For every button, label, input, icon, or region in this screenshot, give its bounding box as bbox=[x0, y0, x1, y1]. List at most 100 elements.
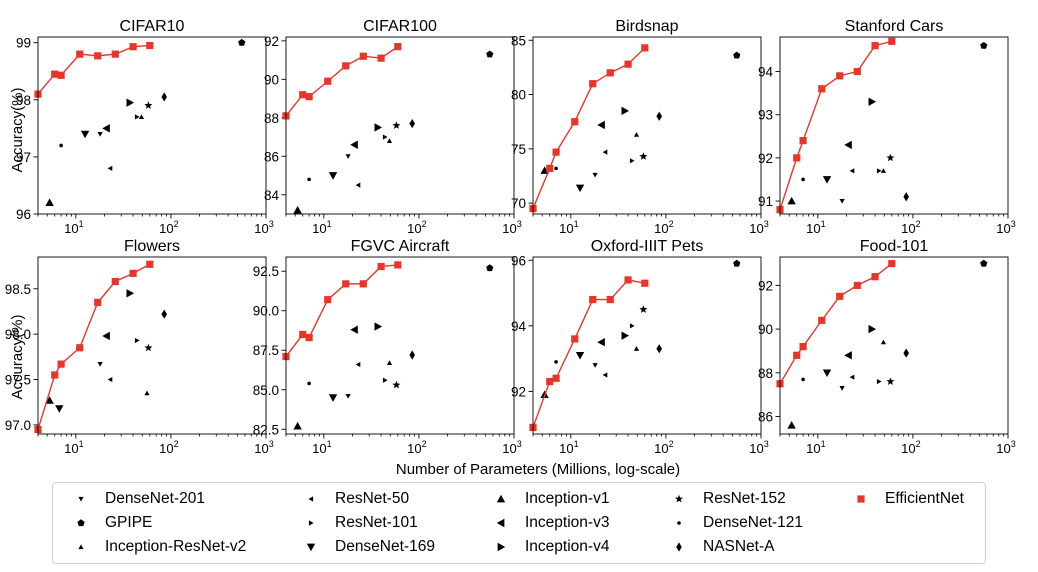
efficientnet-point bbox=[888, 37, 896, 45]
efficientnet-point bbox=[146, 260, 154, 268]
point-resnet-101 bbox=[382, 134, 388, 140]
legend-label: Inception-ResNet-v2 bbox=[105, 538, 247, 555]
x-tick-label: 103 bbox=[502, 439, 521, 456]
point-resnet-101 bbox=[876, 378, 882, 385]
point-densenet-201 bbox=[345, 154, 351, 159]
point-resnet-101 bbox=[134, 114, 140, 120]
legend-marker-densenet-121 bbox=[677, 521, 681, 525]
point-resnet-152 bbox=[886, 153, 895, 162]
point-densenet-201 bbox=[839, 386, 845, 391]
plot-frame bbox=[532, 256, 762, 435]
y-tick-label: 90.0 bbox=[253, 304, 279, 319]
efficientnet-point bbox=[799, 342, 807, 351]
point-resnet-101 bbox=[629, 158, 635, 164]
y-tick-label: 96 bbox=[16, 207, 31, 222]
point-densenet-121 bbox=[801, 377, 805, 382]
panel-birdsnap: Birdsnap 101 102 103 70 75 80 85 bbox=[511, 18, 769, 236]
plot-frame bbox=[285, 256, 515, 435]
panel-title-fgvc-aircraft: FGVC Aircraft bbox=[351, 238, 450, 255]
point-nasnet-a bbox=[903, 192, 910, 202]
legend-label: ResNet-101 bbox=[335, 514, 418, 531]
point-nasnet-a bbox=[409, 118, 416, 129]
efficientnet-point bbox=[624, 60, 632, 68]
point-inception-resnet-v2 bbox=[633, 346, 640, 351]
panel-title-cifar10: CIFAR10 bbox=[120, 18, 185, 35]
legend-marker-densenet-169 bbox=[306, 543, 316, 552]
efficientnet-point bbox=[57, 71, 65, 79]
y-tick-label: 94 bbox=[511, 319, 527, 334]
legend-item-resnet-152: ResNet-152 bbox=[667, 489, 786, 509]
point-inception-v3 bbox=[844, 140, 852, 150]
y-tick-label: 88 bbox=[264, 111, 279, 126]
point-nasnet-a bbox=[409, 350, 416, 360]
efficientnet-point bbox=[394, 261, 402, 269]
point-inception-v4 bbox=[621, 331, 630, 340]
point-nasnet-a bbox=[161, 309, 168, 319]
efficientnet-point bbox=[111, 277, 119, 286]
point-resnet-50 bbox=[355, 361, 361, 368]
efficientnet-point bbox=[324, 296, 332, 304]
point-inception-v1 bbox=[45, 198, 54, 206]
y-tick-label: 97.5 bbox=[5, 373, 31, 388]
point-inception-v4 bbox=[374, 322, 383, 331]
point-densenet-169 bbox=[328, 172, 338, 180]
efficientnet-point bbox=[546, 377, 554, 386]
efficientnet-line bbox=[285, 264, 398, 357]
efficientnet-point bbox=[377, 262, 385, 271]
panel-title-flowers: Flowers bbox=[124, 238, 180, 255]
point-densenet-169 bbox=[328, 394, 338, 402]
point-inception-v4 bbox=[374, 123, 383, 132]
plot-frame bbox=[37, 36, 267, 215]
point-resnet-50 bbox=[602, 372, 608, 378]
point-densenet-169 bbox=[80, 130, 90, 139]
point-inception-resnet-v2 bbox=[144, 390, 150, 396]
legend-marker-efficientnet bbox=[857, 495, 865, 503]
legend-label: DenseNet-121 bbox=[703, 514, 803, 531]
legend-symbol-nasnet-a bbox=[676, 542, 682, 552]
point-nasnet-a bbox=[161, 92, 168, 102]
point-nasnet-a bbox=[656, 344, 663, 354]
x-axis-label: Number of Parameters (Millions, log-scal… bbox=[396, 461, 680, 478]
x-tick-label: 101 bbox=[312, 439, 331, 456]
x-tick-label: 101 bbox=[559, 439, 578, 456]
x-tick-label: 102 bbox=[901, 219, 920, 236]
plot-frame bbox=[285, 36, 515, 215]
y-tick-label: 88 bbox=[758, 366, 773, 381]
efficientnet-point bbox=[299, 330, 307, 339]
y-tick-label: 97.0 bbox=[5, 418, 31, 433]
panel-fgvc-aircraft: FGVC Aircraft 101 102 103 82.5 85.0 87.5 90.0 92… bbox=[253, 238, 522, 456]
efficientnet-point bbox=[552, 374, 560, 382]
legend-item-densenet-121: DenseNet-121 bbox=[667, 513, 803, 533]
point-inception-v1 bbox=[787, 421, 796, 429]
legend-label: Inception-v1 bbox=[525, 490, 610, 507]
legend-symbol-resnet-152 bbox=[675, 494, 683, 503]
point-inception-v3 bbox=[350, 140, 358, 149]
point-gpipe bbox=[733, 259, 741, 267]
x-tick-label: 101 bbox=[312, 219, 331, 236]
plot-frame bbox=[779, 256, 1009, 435]
efficientnet-point bbox=[359, 280, 367, 288]
x-tick-label: 103 bbox=[502, 219, 521, 236]
legend-symbol-efficientnet bbox=[857, 495, 865, 503]
point-gpipe bbox=[733, 51, 741, 59]
point-densenet-121 bbox=[307, 177, 311, 182]
efficientnet-point bbox=[299, 91, 307, 99]
legend-label: NASNet-A bbox=[703, 538, 775, 555]
y-tick-label: 87.5 bbox=[253, 343, 279, 358]
point-inception-resnet-v2 bbox=[880, 339, 887, 345]
y-tick-label: 92 bbox=[758, 278, 773, 293]
legend-item-resnet-101: ResNet-101 bbox=[299, 513, 418, 533]
efficientnet-point bbox=[342, 62, 350, 70]
legend-label: Inception-v3 bbox=[525, 514, 610, 531]
point-resnet-152 bbox=[392, 380, 401, 389]
y-tick-label: 86 bbox=[264, 149, 279, 164]
efficientnet-point bbox=[793, 351, 801, 359]
point-densenet-169 bbox=[575, 184, 585, 193]
point-inception-resnet-v2 bbox=[386, 138, 393, 143]
legend-marker-inception-v3 bbox=[496, 518, 505, 528]
panel-oxford-iiit-pets: Oxford-IIIT Pets 101 102 103 92 94 96 bbox=[511, 238, 769, 456]
efficientnet-point bbox=[589, 80, 597, 88]
efficientnet-line bbox=[37, 263, 151, 430]
legend-symbol-inception-v1 bbox=[496, 494, 506, 503]
y-tick-label: 84 bbox=[264, 188, 280, 203]
